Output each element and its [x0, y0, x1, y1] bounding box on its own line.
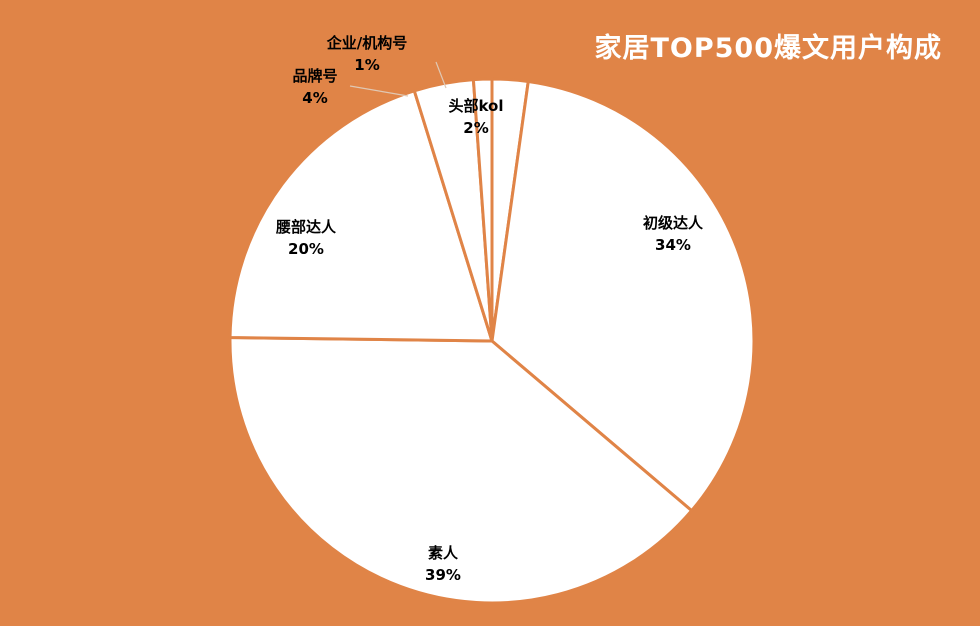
slice-percent-label: 1% — [354, 56, 379, 74]
leader-line — [349, 85, 409, 97]
slice-percent-label: 39% — [425, 566, 461, 584]
slice-label: 头部kol — [448, 97, 503, 115]
slice-percent-label: 34% — [655, 236, 691, 254]
pie-slice — [490, 80, 756, 513]
leader-line — [435, 61, 447, 89]
pie-slice — [471, 77, 494, 343]
slice-label: 腰部达人 — [275, 218, 337, 236]
slice-label: 品牌号 — [292, 67, 337, 85]
slice-label: 初级达人 — [643, 214, 704, 232]
pie-slice — [228, 89, 494, 343]
slice-percent-label: 2% — [463, 119, 488, 137]
slice-percent-label: 20% — [288, 240, 324, 258]
chart-title: 家居TOP500爆文用户构成 — [594, 33, 942, 64]
slice-label: 素人 — [428, 544, 459, 562]
pie-slice — [228, 336, 694, 605]
slice-label: 企业/机构号 — [326, 34, 407, 52]
slice-percent-label: 4% — [302, 89, 327, 107]
